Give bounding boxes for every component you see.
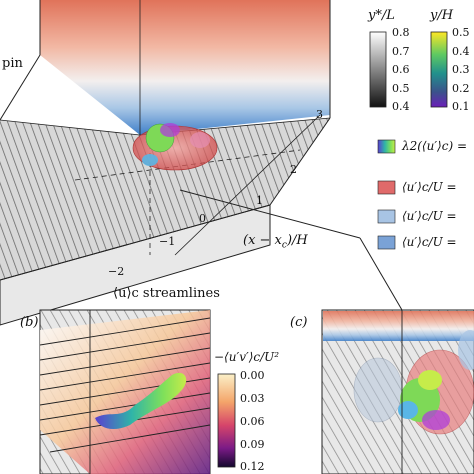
- axis-tick-1: 1: [256, 194, 263, 207]
- callout-line-c: [359, 237, 403, 311]
- colorbar-yh-title: y/H: [430, 8, 454, 23]
- legend-item-2-label: ⟨u′⟩c/U =: [402, 209, 457, 223]
- axis-tick-m2: −2: [108, 265, 125, 278]
- panel-c: [321, 309, 474, 474]
- colorbar-gray-title: y*/L: [368, 8, 395, 23]
- legend-swatch-3: [377, 235, 396, 250]
- axis-tick-m1: −1: [159, 235, 176, 248]
- axis-label-head: (x − x: [243, 233, 282, 248]
- colorbar-gray: [369, 31, 387, 108]
- stress-tick-0: 0.00: [240, 369, 265, 382]
- yh-tick-1: 0.4: [452, 45, 470, 58]
- panel-b-structure: [95, 372, 187, 430]
- axis-label-tail: )/H: [286, 233, 308, 248]
- panel-a: [0, 0, 403, 326]
- gray-tick-3: 0.5: [392, 82, 410, 95]
- gray-tick-4: 0.4: [392, 100, 410, 113]
- legend-lambda-label: λ2(⟨u′⟩c) =: [402, 139, 468, 153]
- back-wall: [40, 0, 330, 135]
- legend-item-1-label: ⟨u′⟩c/U =: [402, 180, 457, 194]
- stress-tick-4: 0.12: [240, 460, 265, 473]
- axis-tick-0: 0: [199, 212, 206, 225]
- panel-c-tag: (c): [290, 315, 308, 330]
- gray-tick-0: 0.8: [392, 26, 410, 39]
- stress-colorbar-title: −⟨u′v′⟩c/U²: [214, 350, 280, 364]
- yh-tick-2: 0.3: [452, 63, 470, 76]
- streamlines-label: ⟨u⟩c streamlines: [113, 286, 220, 301]
- colorbar-stress: [217, 373, 236, 468]
- panel-b-tag: (b): [20, 315, 39, 330]
- box-floor: [0, 118, 330, 280]
- gray-tick-2: 0.6: [392, 63, 410, 76]
- yh-tick-4: 0.1: [452, 100, 470, 113]
- stress-tick-3: 0.09: [240, 438, 265, 451]
- gray-tick-1: 0.7: [392, 45, 410, 58]
- panel-a-fragment-label: pin: [2, 56, 23, 71]
- legend-swatch-1: [377, 180, 396, 195]
- axis-label-sub: c: [281, 240, 287, 251]
- legend-swatch-2: [377, 209, 396, 224]
- panel-b: [39, 309, 211, 474]
- stress-tick-2: 0.06: [240, 415, 265, 428]
- yh-tick-3: 0.2: [452, 82, 470, 95]
- axis-tick-3: 3: [316, 108, 323, 121]
- legend-item-3-label: ⟨u′⟩c/U =: [402, 235, 457, 249]
- axis-tick-2: 2: [290, 163, 297, 176]
- colorbar-yh: [430, 31, 448, 108]
- stress-tick-1: 0.03: [240, 392, 265, 405]
- yh-tick-0: 0.5: [452, 26, 470, 39]
- panel-a-axis-label: (x − xc)/H: [243, 233, 308, 251]
- legend-swatch-lambda: [377, 139, 396, 154]
